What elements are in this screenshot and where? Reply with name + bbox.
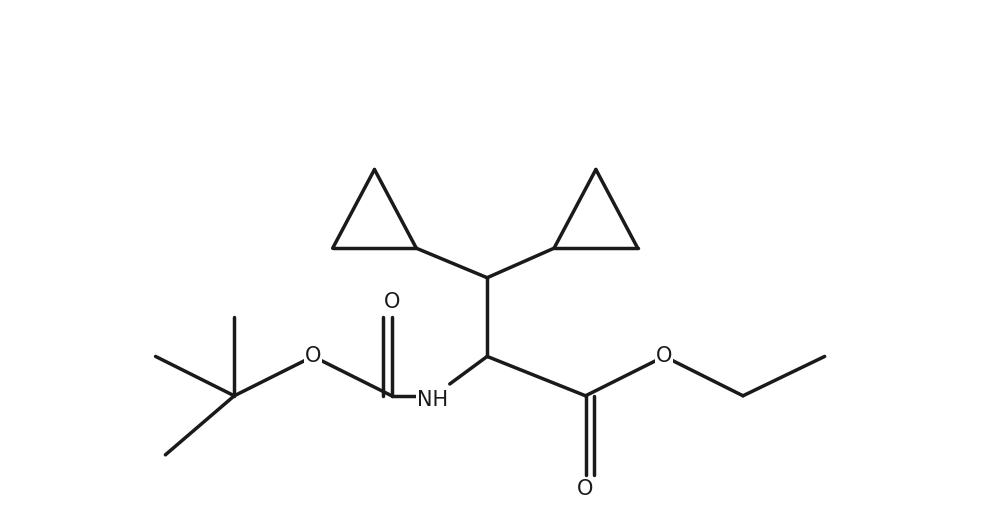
- Text: O: O: [305, 346, 321, 367]
- Text: NH: NH: [417, 389, 449, 410]
- Text: O: O: [577, 479, 594, 499]
- Text: O: O: [383, 292, 400, 313]
- Text: O: O: [656, 346, 672, 367]
